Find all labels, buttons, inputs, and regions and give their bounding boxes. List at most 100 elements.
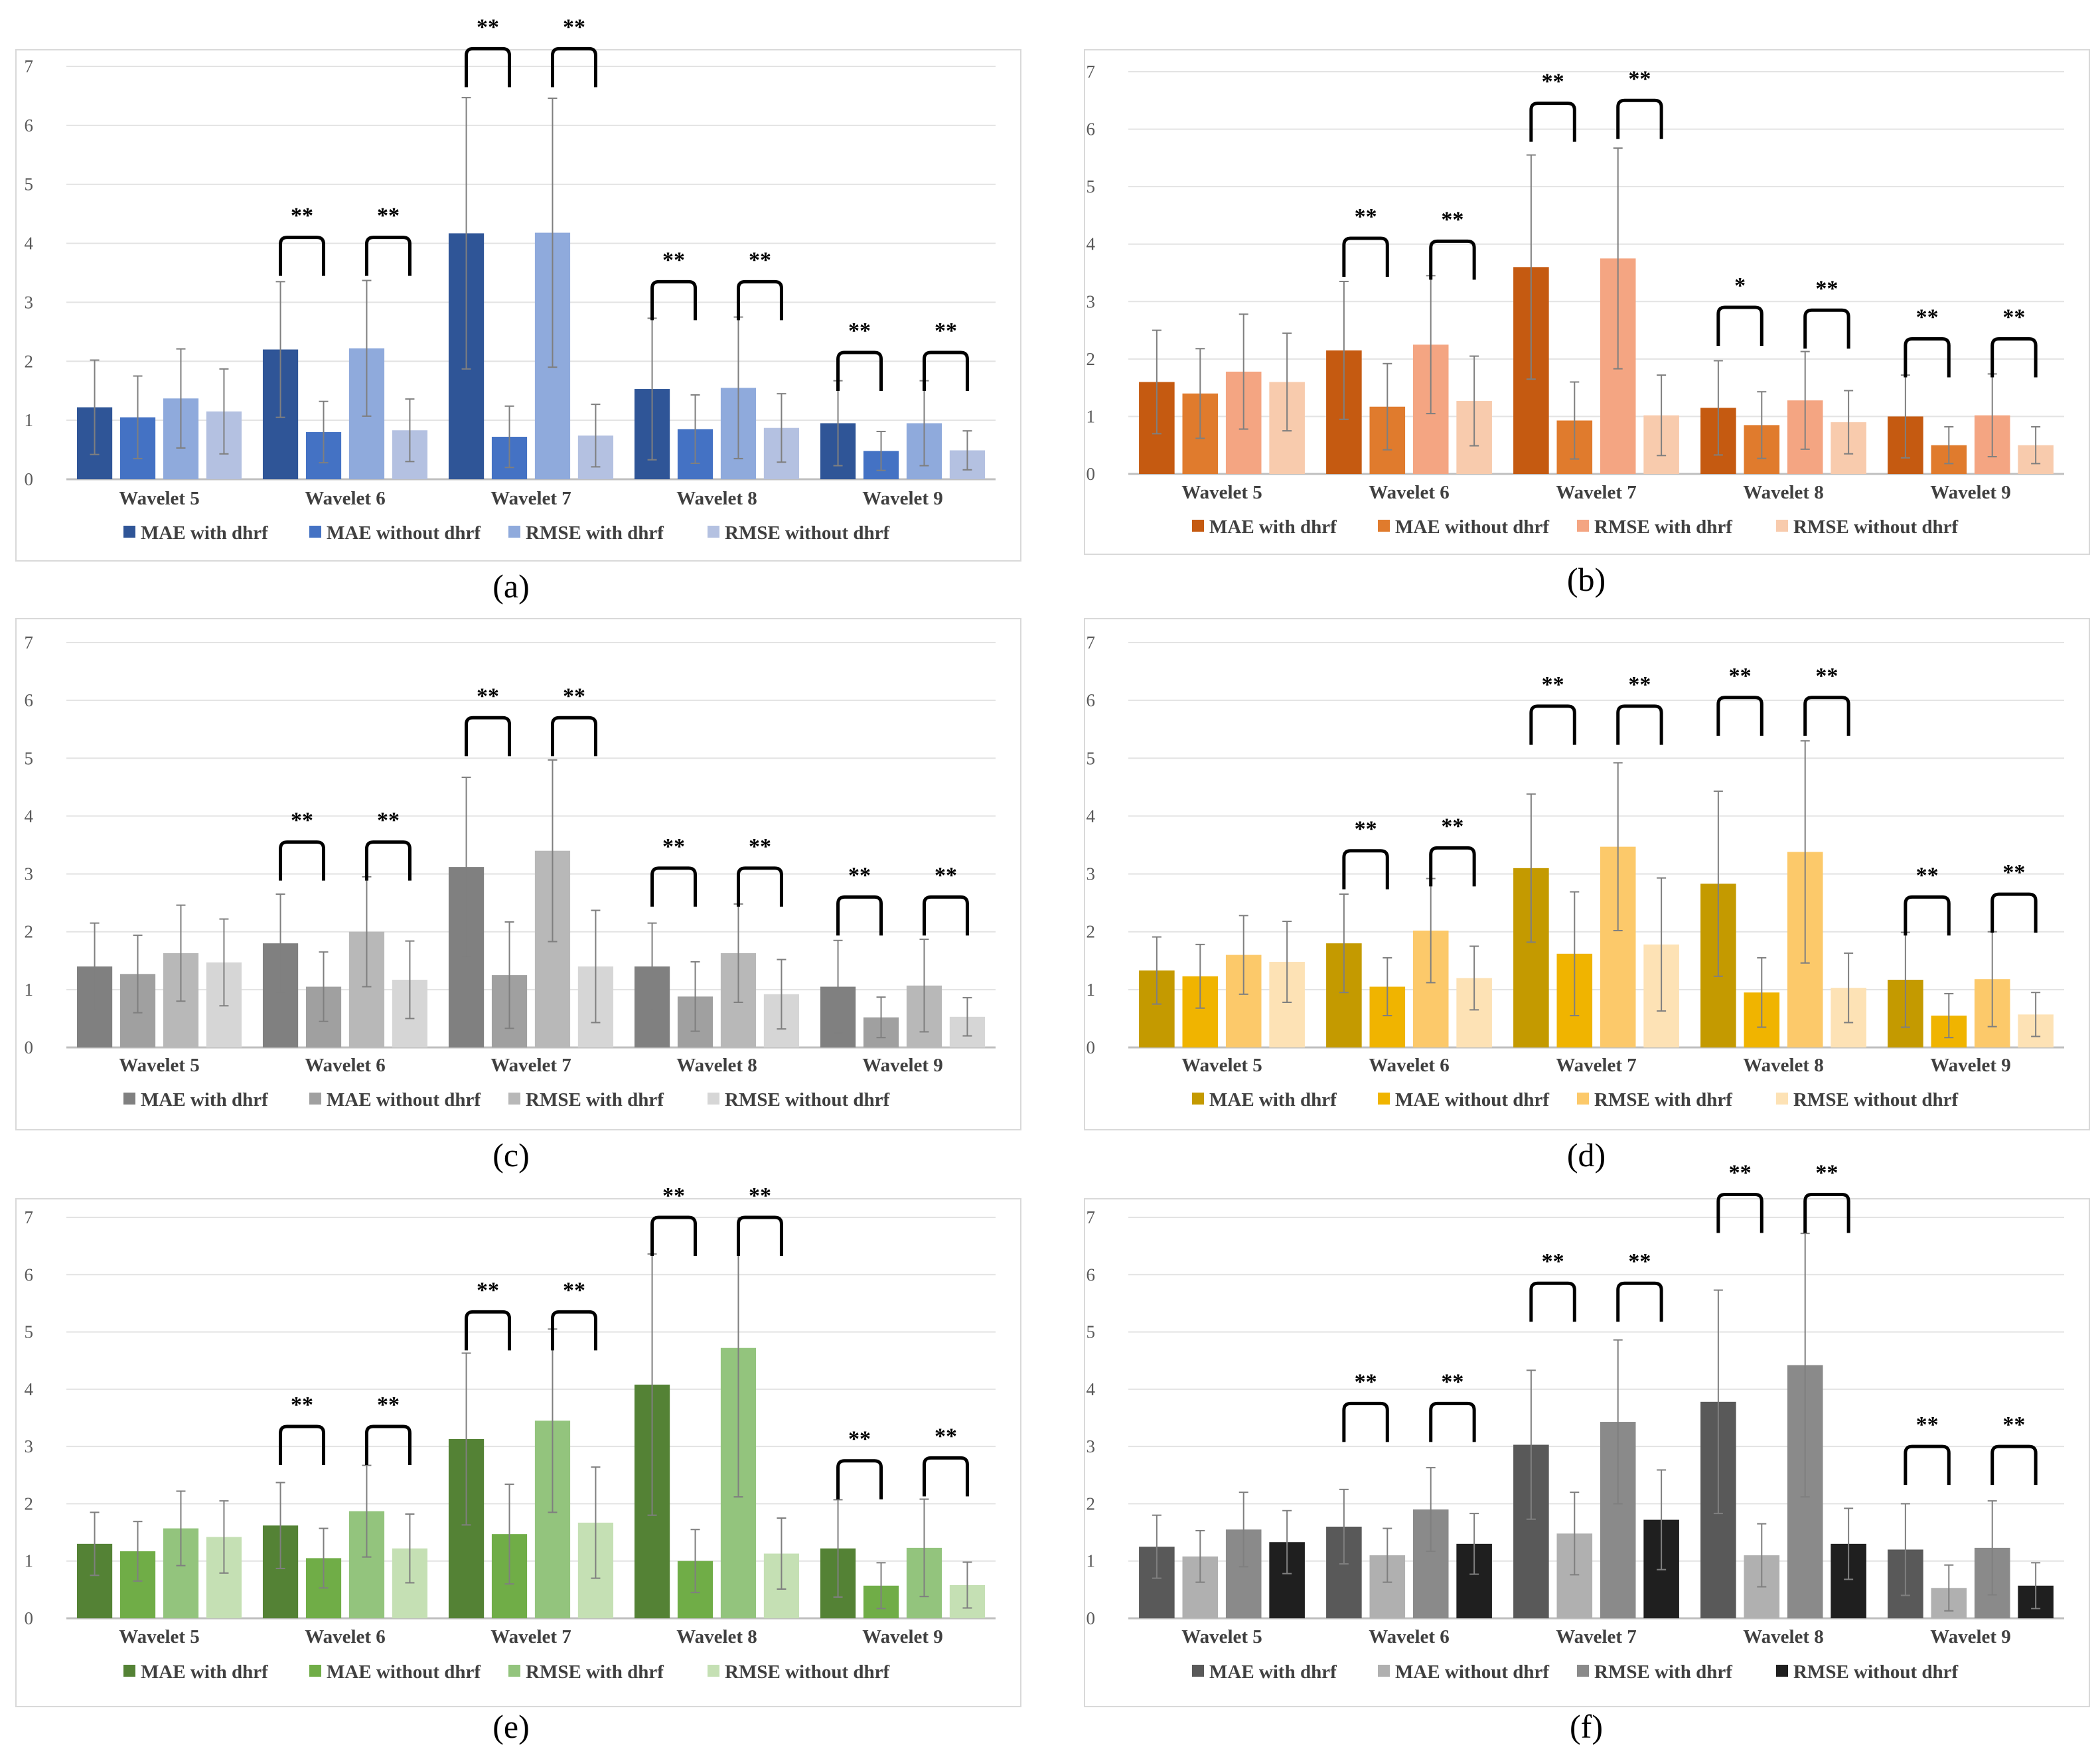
legend-swatch <box>1192 520 1204 532</box>
error-bar <box>1526 154 1536 380</box>
bracket-line <box>1429 846 1476 887</box>
category-label: Wavelet 5 <box>1181 482 1262 503</box>
error-bar <box>133 1521 143 1582</box>
y-tick-label: 1 <box>1087 980 1096 1000</box>
bracket-line <box>1904 895 1951 936</box>
y-tick-label: 5 <box>25 175 34 194</box>
error-bar <box>833 939 843 1034</box>
significance-label: ** <box>1916 1413 1939 1437</box>
legend-label: RMSE without dhrf <box>725 1089 889 1111</box>
error-bar <box>591 909 601 1024</box>
error-bar <box>90 359 100 455</box>
error-bar <box>1757 1523 1767 1588</box>
significance-bracket: ** <box>836 863 883 936</box>
legend-label: MAE with dhrf <box>1209 1661 1337 1683</box>
legend: MAE with dhrf MAE without dhrf RMSE with d… <box>1192 1089 1958 1111</box>
significance-bracket: ** <box>650 248 698 321</box>
bracket-line <box>1616 98 1663 139</box>
bracket-line <box>1429 1401 1476 1442</box>
significance-label: ** <box>662 834 685 859</box>
significance-bracket: ** <box>736 248 783 321</box>
bracket-line <box>465 1310 512 1351</box>
significance-bracket: ** <box>736 834 783 907</box>
legend-swatch <box>123 526 135 538</box>
error-bar <box>362 1464 372 1558</box>
legend: MAE with dhrf MAE without dhrf RMSE with d… <box>123 1661 889 1683</box>
error-bar <box>1195 943 1205 1009</box>
category-label: Wavelet 8 <box>1743 1626 1824 1648</box>
bracket-line <box>1529 704 1576 745</box>
significance-bracket: ** <box>736 1184 783 1256</box>
error-bar <box>1152 329 1162 435</box>
bracket-line <box>1716 305 1763 346</box>
error-bar <box>690 1529 700 1594</box>
error-bar <box>777 958 787 1030</box>
significance-label: ** <box>377 808 400 833</box>
y-tick-label: 4 <box>1087 234 1096 254</box>
significance-label: ** <box>1355 204 1377 229</box>
significance-bracket: ** <box>279 808 326 881</box>
category-label: Wavelet 8 <box>676 488 757 509</box>
significance-bracket: ** <box>1904 863 1951 936</box>
y-tick-label: 7 <box>25 1207 34 1227</box>
category-label: Wavelet 7 <box>490 1055 571 1076</box>
legend-label: RMSE without dhrf <box>1793 516 1958 538</box>
y-tick-label: 4 <box>1087 806 1096 826</box>
error-bar <box>1469 945 1479 1011</box>
legend-label: MAE without dhrf <box>1395 1089 1549 1111</box>
legend-label: RMSE with dhrf <box>1594 1661 1732 1683</box>
significance-bracket: ** <box>1342 817 1389 889</box>
significance-bracket: ** <box>650 1184 698 1256</box>
significance-label: ** <box>1441 814 1463 838</box>
error-bar <box>1757 391 1767 459</box>
significance-bracket: ** <box>1429 207 1476 280</box>
y-tick-label: 0 <box>1087 464 1096 484</box>
significance-bracket: ** <box>465 1278 512 1351</box>
error-bar <box>90 1511 100 1576</box>
error-bar <box>2031 426 2041 465</box>
error-bar <box>1900 1503 1910 1596</box>
y-tick-label: 1 <box>1087 1551 1096 1571</box>
category-label: Wavelet 9 <box>1930 1626 2011 1648</box>
error-bar <box>461 1352 471 1526</box>
legend-label: RMSE with dhrf <box>1594 1089 1732 1111</box>
error-bar <box>1570 381 1580 460</box>
legend: MAE with dhrf MAE without dhrf RMSE with d… <box>1192 516 1958 538</box>
significance-bracket: ** <box>1803 276 1850 349</box>
category-label: Wavelet 6 <box>305 1626 386 1648</box>
error-bar <box>962 430 972 471</box>
error-bar <box>1757 957 1767 1028</box>
significance-label: ** <box>1628 672 1651 697</box>
y-tick-label: 2 <box>1087 922 1096 942</box>
legend-label: RMSE with dhrf <box>526 1661 664 1683</box>
legend-label: MAE without dhrf <box>327 1661 481 1683</box>
error-bar <box>1195 348 1205 439</box>
error-bar <box>1426 1467 1436 1553</box>
bracket-line <box>364 840 412 881</box>
error-bar <box>1844 390 1854 455</box>
bracket-line <box>1990 337 2038 378</box>
significance-label: ** <box>749 1184 771 1208</box>
y-tick-label: 4 <box>25 234 34 254</box>
error-bar <box>1152 1514 1162 1579</box>
significance-bracket: ** <box>1716 664 1763 736</box>
error-bar <box>690 961 700 1032</box>
y-tick-label: 6 <box>25 115 34 135</box>
legend-label: MAE with dhrf <box>141 1089 268 1111</box>
panel-label: (c) <box>492 1136 530 1174</box>
chart-frame <box>1084 1198 2090 1707</box>
error-bar <box>876 431 886 471</box>
category-label: Wavelet 5 <box>119 1055 200 1076</box>
significance-label: ** <box>291 204 313 228</box>
significance-label: ** <box>848 863 871 887</box>
y-tick-label: 0 <box>1087 1608 1096 1628</box>
error-bar <box>405 940 415 1020</box>
significance-bracket: ** <box>836 319 883 391</box>
significance-label: ** <box>749 248 771 272</box>
significance-bracket: ** <box>922 1424 969 1497</box>
error-bar <box>1238 915 1248 995</box>
bracket-line <box>1990 1444 2038 1486</box>
legend-swatch <box>508 1665 520 1677</box>
significance-label: ** <box>1729 1160 1752 1185</box>
